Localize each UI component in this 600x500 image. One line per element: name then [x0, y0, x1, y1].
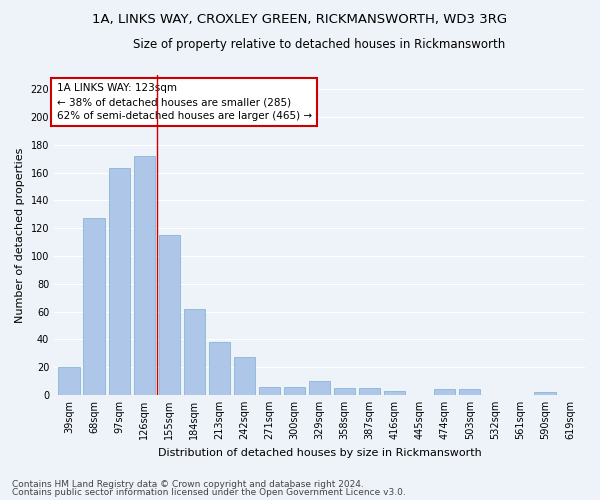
Bar	[83, 218, 105, 395]
Bar	[134, 156, 155, 395]
Bar	[158, 235, 180, 395]
Bar	[184, 309, 205, 395]
Y-axis label: Number of detached properties: Number of detached properties	[15, 148, 25, 323]
X-axis label: Distribution of detached houses by size in Rickmansworth: Distribution of detached houses by size …	[158, 448, 481, 458]
Bar	[209, 342, 230, 395]
Text: Contains HM Land Registry data © Crown copyright and database right 2024.: Contains HM Land Registry data © Crown c…	[12, 480, 364, 489]
Bar	[259, 386, 280, 395]
Bar	[334, 388, 355, 395]
Text: Contains public sector information licensed under the Open Government Licence v3: Contains public sector information licen…	[12, 488, 406, 497]
Bar	[309, 381, 330, 395]
Bar	[234, 358, 255, 395]
Bar	[58, 367, 80, 395]
Bar	[534, 392, 556, 395]
Text: 1A LINKS WAY: 123sqm
← 38% of detached houses are smaller (285)
62% of semi-deta: 1A LINKS WAY: 123sqm ← 38% of detached h…	[56, 84, 312, 122]
Bar	[434, 390, 455, 395]
Bar	[359, 388, 380, 395]
Text: 1A, LINKS WAY, CROXLEY GREEN, RICKMANSWORTH, WD3 3RG: 1A, LINKS WAY, CROXLEY GREEN, RICKMANSWO…	[92, 12, 508, 26]
Bar	[384, 391, 406, 395]
Title: Size of property relative to detached houses in Rickmansworth: Size of property relative to detached ho…	[133, 38, 506, 51]
Bar	[109, 168, 130, 395]
Bar	[459, 390, 481, 395]
Bar	[284, 386, 305, 395]
